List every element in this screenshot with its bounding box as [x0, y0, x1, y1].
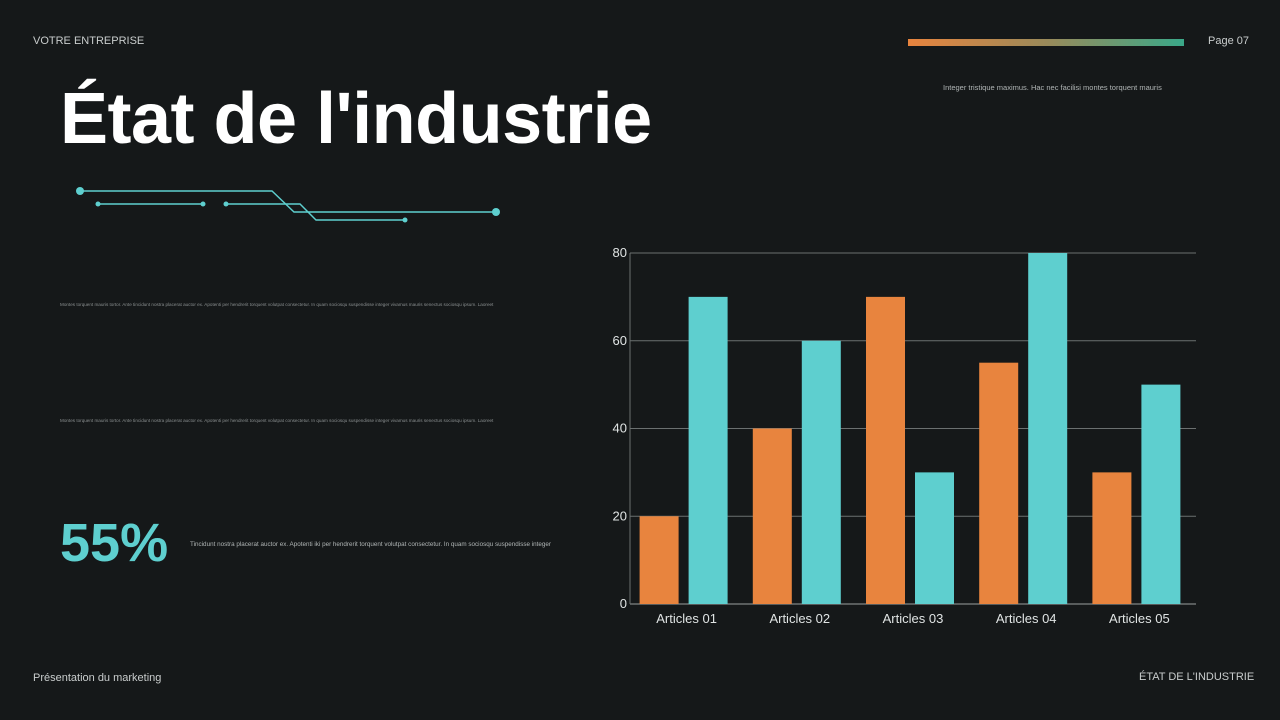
- gradient-bar: [908, 39, 1184, 46]
- paragraph-2: Montes torquent mauris tortor. Ante tinc…: [60, 418, 494, 423]
- bar-series1-1: [639, 516, 679, 604]
- x-tick-label: Articles 01: [656, 611, 717, 626]
- bar-series2-1: [688, 296, 728, 604]
- bar-series2-2: [801, 340, 841, 604]
- footer-left: Présentation du marketing: [33, 672, 162, 684]
- circuit-lines-decoration: [76, 187, 500, 223]
- y-tick-label: 0: [620, 596, 627, 611]
- bar-series2-4: [1028, 253, 1068, 604]
- company-name: VOTRE ENTREPRISE: [33, 35, 145, 47]
- page-title: État de l'industrie: [60, 79, 652, 159]
- bar-series1-5: [1092, 472, 1132, 604]
- y-tick-label: 80: [613, 245, 627, 260]
- stat-value: 55%: [60, 513, 169, 573]
- y-tick-label: 20: [613, 508, 627, 523]
- page-number: Page 07: [1208, 35, 1249, 47]
- bar-series2-3: [915, 472, 954, 604]
- stat-text: Tincidunt nostra placerat auctor ex. Apo…: [190, 541, 551, 548]
- header-subtitle: Integer tristique maximus. Hac nec facil…: [943, 83, 1162, 92]
- bar-series1-3: [866, 296, 905, 604]
- paragraph-1: Montes torquent mauris tortor. Ante tinc…: [60, 302, 494, 307]
- x-tick-label: Articles 02: [769, 611, 830, 626]
- footer-right: ÉTAT DE L'INDUSTRIE: [1139, 671, 1255, 683]
- y-tick-label: 40: [613, 421, 627, 436]
- x-tick-label: Articles 05: [1109, 611, 1170, 626]
- x-tick-label: Articles 04: [996, 611, 1057, 626]
- bar-series2-5: [1141, 384, 1181, 604]
- y-tick-label: 60: [613, 333, 627, 348]
- bar-series1-2: [752, 428, 792, 604]
- bar-series1-4: [979, 362, 1019, 604]
- x-tick-label: Articles 03: [883, 611, 944, 626]
